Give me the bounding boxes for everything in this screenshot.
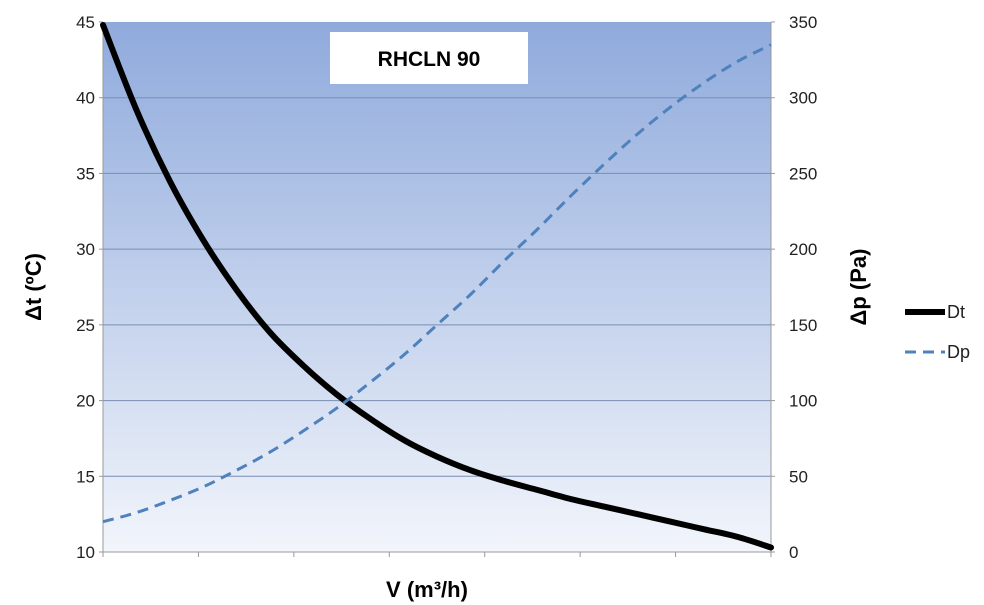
y-left-tick-label: 25 [76, 316, 95, 335]
y-right-tick-label: 250 [789, 164, 817, 183]
series-layer [100, 22, 774, 551]
y-left-tick-label: 45 [76, 13, 95, 32]
series-line-dp [102, 43, 772, 524]
y-right-tick-label: 200 [789, 240, 817, 259]
y-left-tick-label: 10 [76, 543, 95, 562]
plot-area [103, 22, 771, 552]
y-left-tick-label: 40 [76, 89, 95, 108]
y-right-tick-label: 50 [789, 467, 808, 486]
y-left-tick-label: 35 [76, 164, 95, 183]
series-line-dt [100, 22, 774, 551]
grid-lines [103, 97, 771, 477]
y-right-tick-label: 350 [789, 13, 817, 32]
legend-label-dp: Dp [947, 342, 970, 362]
y-axis-right-ticks: 0 50 100 150 200 250 300 350 [771, 13, 817, 562]
y-right-tick-label: 100 [789, 392, 817, 411]
chart-title-box [330, 32, 528, 84]
y-right-tick-label: 0 [789, 543, 798, 562]
y-right-tick-label: 300 [789, 89, 817, 108]
chart-title: RHCLN 90 [378, 48, 481, 71]
y-axis-left-ticks: 10 15 20 25 30 35 40 45 [76, 13, 103, 562]
y-left-tick-label: 30 [76, 240, 95, 259]
legend: Dt Dp [905, 302, 970, 362]
x-axis-ticks [102, 552, 772, 557]
y-axis-left-title: Δt (ºC) [21, 253, 46, 321]
y-axis-right-title: Δp (Pa) [846, 249, 871, 326]
legend-label-dt: Dt [947, 302, 965, 322]
y-left-tick-label: 15 [76, 467, 95, 486]
x-axis-title: V (m³/h) [386, 577, 468, 602]
y-left-tick-label: 20 [76, 392, 95, 411]
y-right-tick-label: 150 [789, 316, 817, 335]
